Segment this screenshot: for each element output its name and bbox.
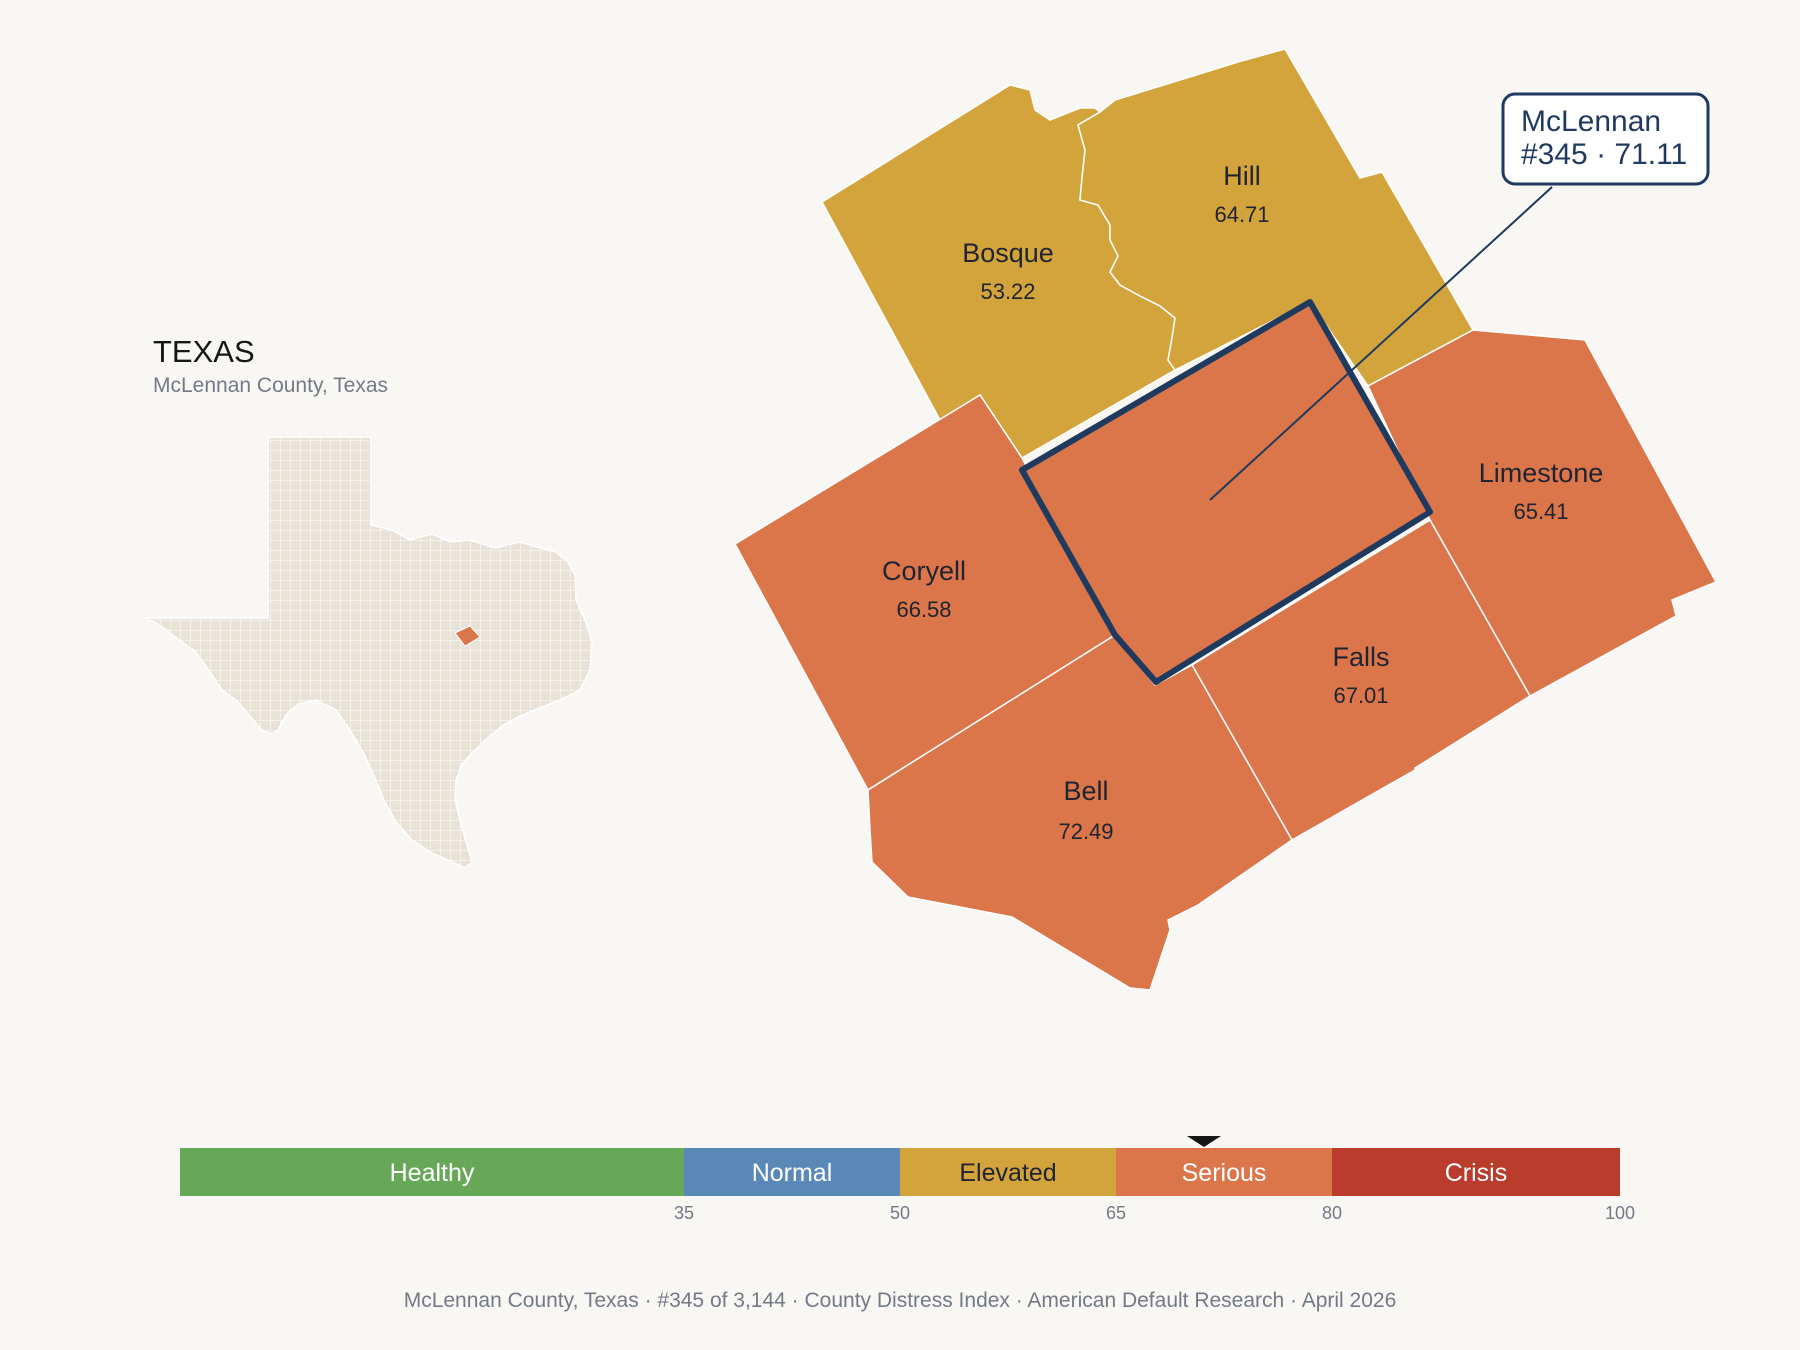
- scale-band-crisis: [1332, 1148, 1620, 1196]
- county-hill[interactable]: [1077, 48, 1475, 387]
- footer-caption: McLennan County, Texas · #345 of 3,144 ·…: [404, 1289, 1397, 1312]
- distress-scale: Healthy Normal Elevated Serious Crisis 35 50 65…: [180, 1136, 1635, 1223]
- scale-band-label-serious: Serious: [1182, 1159, 1267, 1187]
- inset-subtitle: McLennan County, Texas: [153, 374, 388, 397]
- label-coryell-name: Coryell: [882, 556, 966, 586]
- scale-tick-80: 80: [1322, 1203, 1342, 1223]
- scale-band-label-normal: Normal: [752, 1159, 833, 1187]
- county-mclennan[interactable]: [1019, 299, 1433, 685]
- scale-band-label-healthy: Healthy: [390, 1159, 475, 1187]
- scale-band-healthy: [180, 1148, 684, 1196]
- callout: McLennan #345 · 71.11: [1209, 92, 1710, 501]
- scale-band-elevated: [900, 1148, 1116, 1196]
- label-limestone-value: 65.41: [1513, 499, 1568, 524]
- label-bell-value: 72.49: [1058, 819, 1113, 844]
- scale-tick-100: 100: [1605, 1203, 1635, 1223]
- callout-rank-value: #345 · 71.11: [1521, 138, 1687, 171]
- label-limestone-name: Limestone: [1479, 458, 1604, 488]
- scale-band-serious: [1116, 1148, 1332, 1196]
- callout-leader-line: [1209, 186, 1553, 501]
- label-bosque-name: Bosque: [962, 238, 1054, 268]
- scale-tick-65: 65: [1106, 1203, 1126, 1223]
- scale-band-label-elevated: Elevated: [959, 1159, 1056, 1187]
- label-bell-name: Bell: [1063, 776, 1108, 806]
- label-falls-value: 67.01: [1333, 683, 1388, 708]
- label-bosque-value: 53.22: [980, 279, 1035, 304]
- texas-state-shape: [144, 436, 593, 869]
- scale-tick-50: 50: [890, 1203, 910, 1223]
- label-hill-name: Hill: [1223, 161, 1261, 191]
- county-map: Bosque 53.22 Hill 64.71 Coryell 66.58 Li…: [734, 48, 1718, 991]
- scale-band-normal: [684, 1148, 900, 1196]
- callout-box: [1501, 92, 1710, 186]
- callout-county-name: McLennan: [1521, 105, 1661, 138]
- inset-title: TEXAS: [153, 334, 255, 369]
- inset-mclennan-highlight: [454, 625, 481, 647]
- label-falls-name: Falls: [1332, 642, 1389, 672]
- scale-band-label-crisis: Crisis: [1445, 1159, 1508, 1187]
- scale-tick-35: 35: [674, 1203, 694, 1223]
- scale-marker: [1186, 1136, 1221, 1147]
- label-coryell-value: 66.58: [896, 597, 951, 622]
- label-hill-value: 64.71: [1214, 202, 1269, 227]
- inset-state-map: TEXAS McLennan County, Texas: [144, 334, 593, 869]
